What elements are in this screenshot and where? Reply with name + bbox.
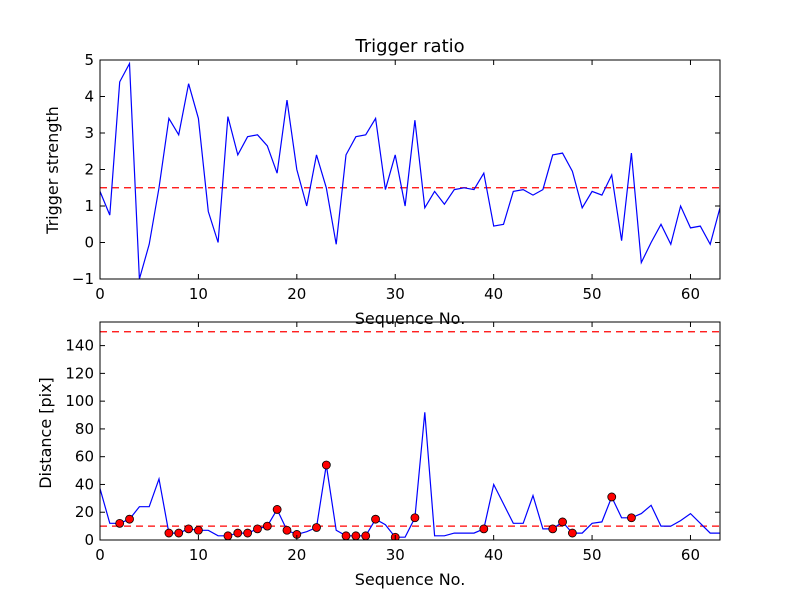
bottom-data-point (243, 528, 253, 538)
bottom-y-tick-label: 40 (75, 475, 94, 493)
top-x-axis-label: Sequence No. (355, 309, 466, 328)
bottom-data-point (233, 528, 243, 538)
bottom-data-point (558, 517, 567, 527)
bottom-x-tick-label: 50 (583, 546, 602, 564)
bottom-data-point (548, 524, 558, 534)
bottom-data-point (410, 513, 420, 523)
bottom-y-tick-label: 0 (84, 531, 94, 549)
bottom-x-tick-label: 30 (386, 546, 405, 564)
top-y-tick-label: 3 (84, 124, 94, 142)
top-y-tick-label: −1 (72, 270, 94, 288)
bottom-data-point (184, 524, 193, 534)
top-x-tick-label: 20 (287, 285, 306, 303)
top-plot-area (100, 61, 720, 279)
bottom-x-tick-label: 0 (95, 546, 105, 564)
bottom-x-tick-label: 60 (681, 546, 700, 564)
top-y-tick-label: 4 (84, 88, 94, 106)
bottom-data-point (253, 524, 262, 534)
bottom-data-point (115, 518, 125, 528)
bottom-data-point (272, 505, 282, 514)
bottom-x-axis-label: Sequence No. (355, 570, 466, 589)
top-y-axis-label: Trigger strength (43, 106, 62, 235)
bottom-y-tick-label: 100 (65, 392, 94, 410)
bottom-data-point (194, 525, 203, 535)
bottom-y-tick-label: 80 (75, 420, 94, 438)
bottom-x-tick-label: 20 (287, 546, 306, 564)
bottom-data-point (479, 524, 489, 534)
top-chart-title: Trigger ratio (354, 36, 464, 57)
bottom-y-tick-label: 20 (75, 503, 94, 521)
bottom-data-point (371, 514, 380, 524)
bottom-plot-area (100, 331, 720, 540)
bottom-data-point (312, 523, 321, 532)
top-x-tick-label: 50 (583, 285, 602, 303)
top-y-tick-label: 5 (84, 51, 94, 69)
bottom-data-point (321, 460, 331, 470)
top-x-tick-label: 40 (484, 285, 503, 303)
top-x-tick-label: 30 (386, 285, 405, 303)
top-x-tick-label: 60 (681, 285, 700, 303)
bottom-data-point (174, 528, 184, 538)
bottom-data-point (607, 492, 617, 502)
bottom-y-axis-label: Distance [pix] (36, 377, 55, 489)
bottom-chart: 0 10 20 30 40 50 60 0 20 40 60 80 100 120 140 Sequence… (36, 321, 721, 589)
bottom-data-point (262, 521, 272, 531)
bottom-data-point (361, 531, 371, 540)
bottom-plot-frame (99, 321, 721, 541)
top-series-group (100, 61, 720, 279)
top-x-tick-label: 0 (95, 285, 105, 303)
bottom-series-group (100, 331, 720, 540)
bottom-data-point (341, 531, 351, 540)
bottom-data-line (100, 412, 720, 538)
bottom-data-point (125, 514, 134, 524)
bottom-x-tick-label: 10 (189, 546, 208, 564)
bottom-y-tick-label: 60 (75, 448, 94, 466)
top-y-tick-label: 1 (84, 197, 94, 215)
bottom-data-point (223, 531, 233, 540)
top-x-tick-label: 10 (189, 285, 208, 303)
bottom-data-point (164, 528, 174, 538)
bottom-data-point (627, 513, 636, 523)
bottom-data-point (351, 531, 361, 540)
bottom-data-point (567, 528, 577, 538)
bottom-x-tick-label: 40 (484, 546, 503, 564)
top-y-tick-label: 0 (84, 234, 94, 252)
top-y-tick-label: 2 (84, 161, 94, 179)
bottom-y-tick-label: 120 (65, 364, 94, 382)
top-data-line (100, 61, 720, 279)
bottom-axis-ticks: 0 10 20 30 40 50 60 0 20 40 60 80 100 120 140 (65, 322, 720, 564)
bottom-y-tick-label: 140 (65, 337, 94, 355)
bottom-data-point (282, 525, 292, 535)
